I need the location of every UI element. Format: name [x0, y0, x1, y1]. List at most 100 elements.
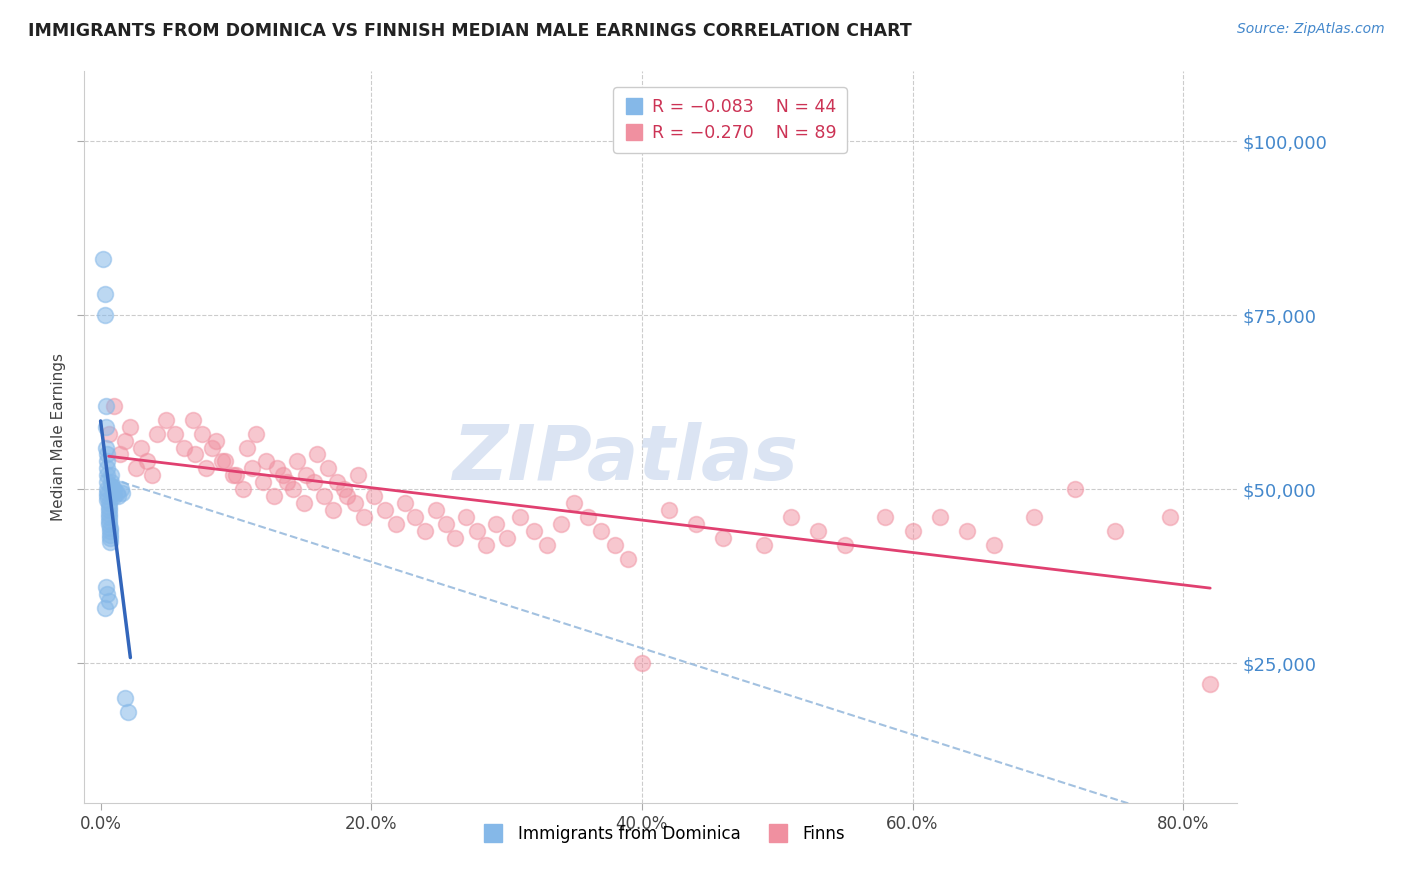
- Point: [100, 479, 122, 493]
- Point: [404, 510, 426, 524]
- Point: [434, 517, 457, 532]
- Point: [96, 485, 118, 500]
- Point: [110, 483, 132, 497]
- Point: [326, 475, 349, 490]
- Point: [100, 468, 122, 483]
- Point: [591, 524, 613, 538]
- Point: [363, 489, 385, 503]
- Point: [96, 475, 118, 490]
- Point: [191, 426, 214, 441]
- Point: [125, 461, 148, 475]
- Point: [415, 524, 437, 538]
- Point: [107, 489, 129, 503]
- Point: [834, 538, 856, 552]
- Point: [97, 500, 120, 514]
- Point: [295, 468, 318, 483]
- Point: [307, 448, 329, 462]
- Point: [254, 454, 277, 468]
- Point: [779, 510, 801, 524]
- Text: IMMIGRANTS FROM DOMINICA VS FINNISH MEDIAN MALE EARNINGS CORRELATION CHART: IMMIGRANTS FROM DOMINICA VS FINNISH MEDI…: [28, 22, 912, 40]
- Point: [956, 524, 979, 538]
- Point: [685, 517, 707, 532]
- Point: [336, 489, 359, 503]
- Point: [94, 441, 117, 455]
- Point: [263, 489, 285, 503]
- Point: [141, 468, 163, 483]
- Point: [98, 534, 121, 549]
- Point: [1199, 677, 1222, 691]
- Point: [97, 496, 120, 510]
- Point: [103, 399, 125, 413]
- Point: [495, 531, 517, 545]
- Point: [1159, 510, 1181, 524]
- Point: [111, 485, 134, 500]
- Point: [120, 419, 142, 434]
- Point: [129, 441, 152, 455]
- Point: [983, 538, 1005, 552]
- Point: [101, 483, 124, 497]
- Point: [266, 461, 288, 475]
- Point: [343, 496, 366, 510]
- Point: [562, 496, 585, 510]
- Point: [322, 503, 344, 517]
- Point: [444, 531, 467, 545]
- Point: [276, 475, 298, 490]
- Point: [100, 475, 122, 490]
- Point: [114, 434, 136, 448]
- Point: [454, 510, 477, 524]
- Point: [204, 434, 226, 448]
- Point: [222, 468, 245, 483]
- Point: [550, 517, 572, 532]
- Point: [245, 426, 267, 441]
- Point: [96, 587, 118, 601]
- Point: [1024, 510, 1046, 524]
- Point: [97, 426, 120, 441]
- Point: [631, 657, 654, 671]
- Point: [333, 483, 356, 497]
- Point: [425, 503, 447, 517]
- Point: [97, 514, 120, 528]
- Point: [96, 483, 118, 497]
- Point: [346, 468, 368, 483]
- Point: [603, 538, 626, 552]
- Point: [281, 483, 304, 497]
- Point: [711, 531, 734, 545]
- Point: [240, 461, 263, 475]
- Point: [91, 252, 114, 267]
- Point: [374, 503, 396, 517]
- Point: [96, 468, 118, 483]
- Point: [184, 448, 207, 462]
- Point: [316, 461, 339, 475]
- Point: [928, 510, 950, 524]
- Point: [384, 517, 406, 532]
- Point: [114, 691, 136, 706]
- Point: [94, 419, 117, 434]
- Point: [108, 448, 131, 462]
- Point: [211, 454, 233, 468]
- Point: [96, 489, 118, 503]
- Point: [97, 503, 120, 517]
- Point: [103, 483, 125, 497]
- Point: [94, 399, 117, 413]
- Point: [96, 492, 118, 507]
- Point: [96, 448, 118, 462]
- Point: [135, 454, 157, 468]
- Point: [235, 441, 257, 455]
- Y-axis label: Median Male Earnings: Median Male Earnings: [51, 353, 66, 521]
- Point: [617, 552, 640, 566]
- Point: [807, 524, 830, 538]
- Point: [155, 412, 177, 426]
- Point: [96, 461, 118, 475]
- Point: [98, 524, 121, 538]
- Text: Source: ZipAtlas.com: Source: ZipAtlas.com: [1237, 22, 1385, 37]
- Point: [475, 538, 498, 552]
- Point: [312, 489, 335, 503]
- Point: [536, 538, 558, 552]
- Point: [292, 496, 315, 510]
- Point: [353, 510, 375, 524]
- Point: [146, 426, 169, 441]
- Point: [285, 454, 308, 468]
- Point: [96, 454, 118, 468]
- Point: [98, 527, 121, 541]
- Point: [103, 489, 125, 503]
